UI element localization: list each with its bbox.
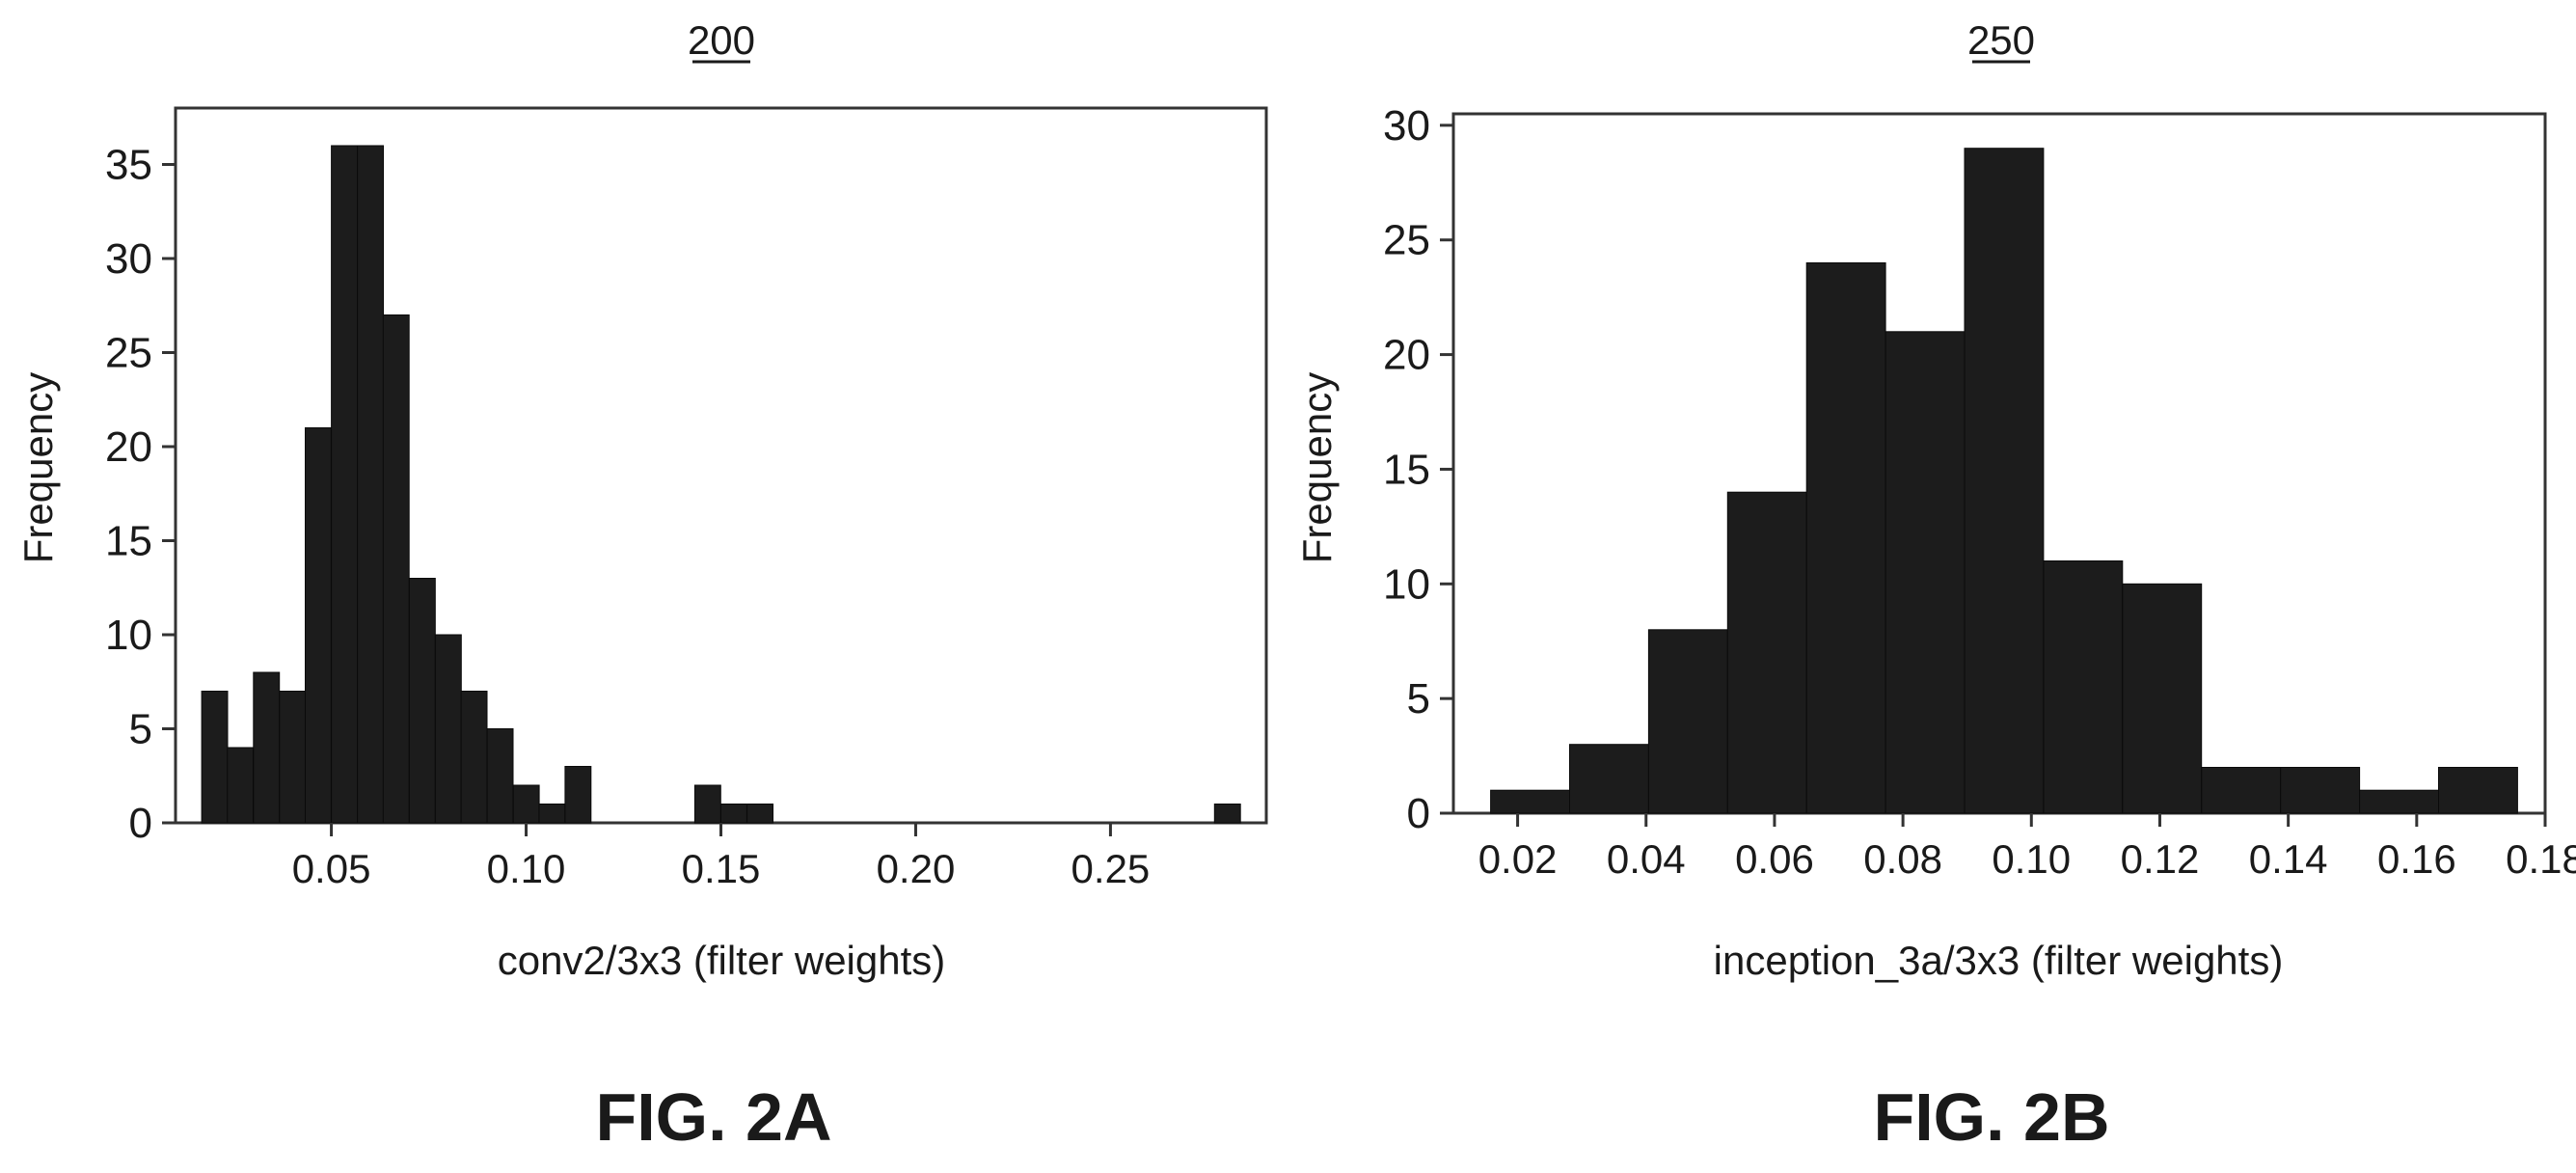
x-tick-label: 0.10 <box>1992 836 2071 882</box>
y-tick-label: 30 <box>1383 102 1430 150</box>
histogram-bar <box>538 804 566 824</box>
y-axis-label: Frequency <box>1294 372 1340 563</box>
y-tick-label: 5 <box>1407 675 1430 723</box>
y-tick-label: 35 <box>105 142 152 189</box>
histogram-bars <box>201 145 1241 824</box>
x-tick-label: 0.14 <box>2249 836 2328 882</box>
histogram-bar <box>1964 148 2045 814</box>
histogram-bars <box>1490 148 2518 814</box>
x-tick-label: 0.18 <box>2506 836 2576 882</box>
histogram-bar <box>382 314 410 824</box>
histogram-bar <box>1213 804 1241 824</box>
x-tick-label: 0.12 <box>2121 836 2200 882</box>
x-tick-label: 0.02 <box>1478 836 1558 882</box>
x-axis-ticks: 0.05 0.10 0.15 0.20 0.25 <box>292 823 1151 891</box>
y-tick-label: 25 <box>1383 217 1430 264</box>
y-axis-ticks: 0 5 10 15 20 25 30 <box>1383 102 1453 837</box>
histogram-bar <box>2438 767 2518 814</box>
histogram-bar <box>460 691 488 824</box>
histogram-bar <box>253 671 281 824</box>
figure-label: FIG. 2A <box>595 1079 831 1155</box>
x-tick-label: 0.04 <box>1607 836 1686 882</box>
y-tick-label: 15 <box>105 518 152 565</box>
y-tick-label: 0 <box>129 800 152 847</box>
panel-reference-number: 250 <box>1967 17 2035 63</box>
x-tick-label: 0.08 <box>1863 836 1942 882</box>
histogram-bar <box>693 784 721 824</box>
histogram-bar <box>434 634 462 824</box>
histogram-bar <box>2043 560 2124 814</box>
histogram-bar <box>1805 262 1886 814</box>
x-axis-ticks: 0.02 0.04 0.06 0.08 0.10 0.12 0.14 0.16 0.18 <box>1478 813 2576 882</box>
x-axis-label: conv2/3x3 (filter weights) <box>498 938 946 983</box>
histogram-bar <box>2122 583 2203 814</box>
panel-reference-number: 200 <box>688 17 755 63</box>
x-tick-label: 0.20 <box>877 846 956 891</box>
histogram-bar <box>331 145 359 824</box>
x-tick-label: 0.15 <box>682 846 761 891</box>
y-tick-label: 10 <box>1383 560 1430 608</box>
y-axis-ticks: 0 5 10 15 20 25 30 35 <box>105 142 176 847</box>
histogram-bar <box>1490 789 1570 814</box>
histogram-bar <box>2280 767 2361 814</box>
histogram-bar <box>2201 767 2282 814</box>
histogram-bar <box>357 145 385 824</box>
x-axis-label: inception_3a/3x3 (filter weights) <box>1714 938 2284 983</box>
x-tick-label: 0.10 <box>487 846 566 891</box>
histogram-bar <box>1885 331 1966 814</box>
y-axis-label: Frequency <box>15 372 61 563</box>
y-tick-label: 20 <box>105 423 152 471</box>
histogram-bar <box>1647 629 1728 814</box>
y-tick-label: 10 <box>105 612 152 659</box>
histogram-bar <box>720 804 747 824</box>
y-tick-label: 25 <box>105 330 152 377</box>
histogram-bar <box>201 691 229 824</box>
histogram-panel-2b: 250 0 5 10 15 20 25 30 0.02 0.04 0.06 0.08 0.10 0.1… <box>1294 17 2576 1155</box>
y-tick-label: 20 <box>1383 332 1430 379</box>
x-tick-label: 0.05 <box>292 846 371 891</box>
histogram-bar <box>1569 744 1649 814</box>
x-tick-label: 0.16 <box>2377 836 2456 882</box>
histogram-bar <box>408 578 436 824</box>
y-tick-label: 30 <box>105 235 152 283</box>
histogram-bar <box>2359 789 2440 814</box>
y-tick-label: 15 <box>1383 446 1430 493</box>
y-tick-label: 0 <box>1407 790 1430 837</box>
histogram-bar <box>746 804 773 824</box>
histogram-bar <box>1726 491 1807 814</box>
y-tick-label: 5 <box>129 706 152 753</box>
histogram-bar <box>227 747 255 824</box>
figure-label: FIG. 2B <box>1873 1079 2109 1155</box>
x-tick-label: 0.06 <box>1735 836 1814 882</box>
histogram-bar <box>305 427 332 824</box>
histogram-bar <box>564 766 592 824</box>
x-tick-label: 0.25 <box>1071 846 1151 891</box>
histogram-bar <box>486 728 514 824</box>
histogram-bar <box>512 784 540 824</box>
histogram-bar <box>279 691 307 824</box>
